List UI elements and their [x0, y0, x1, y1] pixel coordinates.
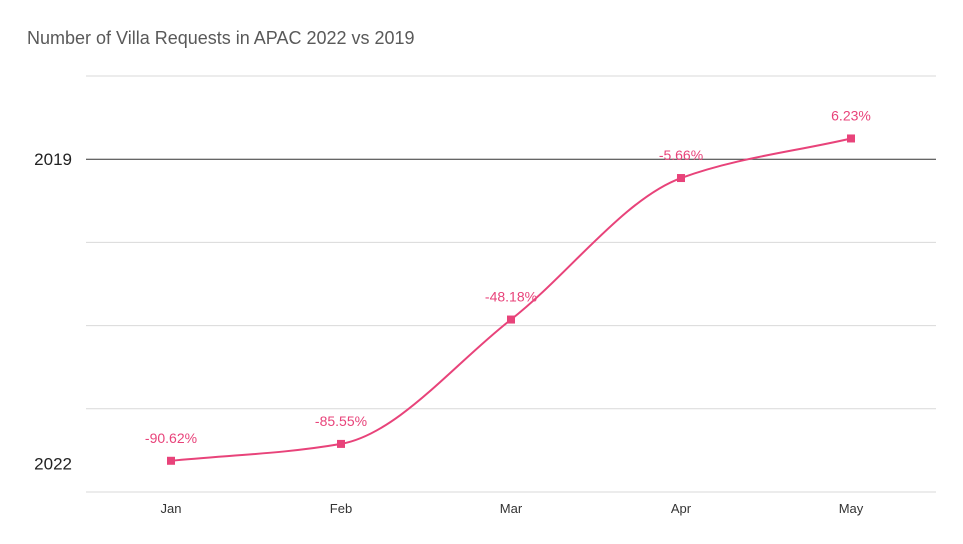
y-axis-label: 2022 [34, 455, 72, 474]
data-point-marker [167, 456, 175, 465]
data-label: -85.55% [315, 413, 367, 429]
x-tick-label: Mar [500, 501, 523, 516]
data-point-marker [337, 439, 345, 448]
y-axis-label: 2019 [34, 150, 72, 169]
x-tick-label: Jan [161, 501, 182, 516]
data-point-marker [677, 174, 685, 183]
data-point-marker [847, 134, 855, 143]
chart-title: Number of Villa Requests in APAC 2022 vs… [27, 28, 415, 48]
data-label: -48.18% [485, 289, 537, 305]
x-tick-label: May [839, 501, 864, 516]
data-label: -5.66% [659, 147, 703, 163]
data-point-marker [507, 315, 515, 324]
data-label: 6.23% [831, 107, 871, 123]
data-label: -90.62% [145, 430, 197, 446]
x-tick-label: Feb [330, 501, 352, 516]
x-tick-label: Apr [671, 501, 692, 516]
